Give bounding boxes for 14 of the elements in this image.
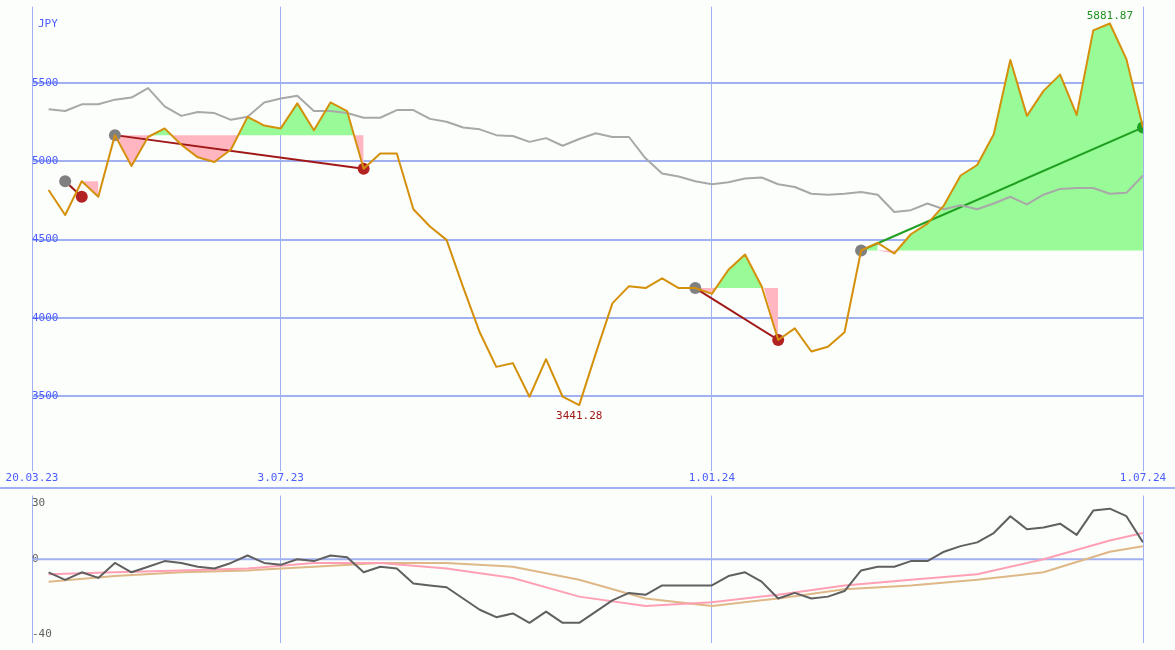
y-tick-label: 4500 bbox=[32, 232, 59, 246]
y-tick-label: -40 bbox=[32, 626, 52, 640]
y-tick-label: 5000 bbox=[32, 154, 59, 168]
x-tick-label: 3.07.23 bbox=[257, 471, 304, 485]
y-tick-label: 5500 bbox=[32, 76, 59, 90]
x-tick-label: 20.03.23 bbox=[5, 471, 59, 485]
x-tick-label: 1.01.24 bbox=[688, 471, 736, 485]
y-tick-label: 30 bbox=[32, 495, 46, 509]
x-tick-label: 1.07.24 bbox=[1119, 471, 1167, 485]
annotation: 3441.28 bbox=[556, 409, 603, 423]
y-tick-label: 4000 bbox=[32, 310, 59, 324]
annotation: 5881.87 bbox=[1086, 8, 1134, 22]
annotation: JPY bbox=[38, 16, 59, 30]
y-tick-label: 3500 bbox=[32, 388, 59, 402]
